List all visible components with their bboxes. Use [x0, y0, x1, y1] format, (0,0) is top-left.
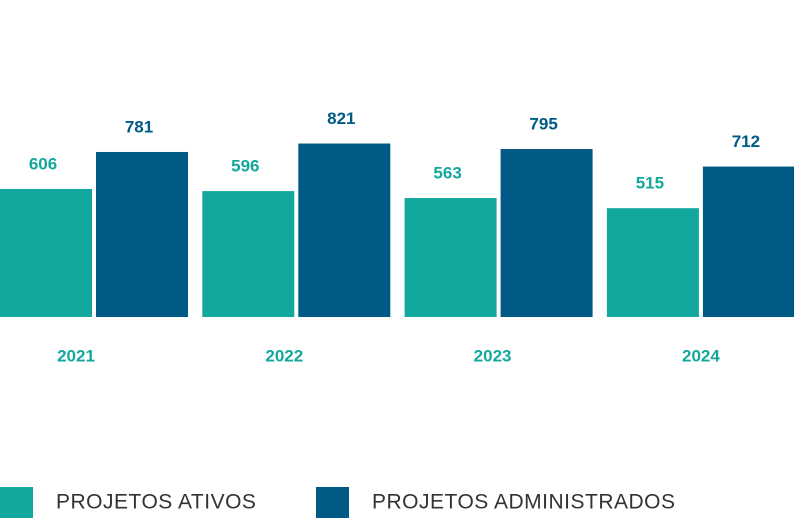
x-tick-label: 2021	[57, 346, 95, 365]
legend-swatch	[316, 487, 349, 518]
value-label: 821	[327, 109, 355, 128]
bar	[702, 166, 794, 317]
bar	[606, 208, 699, 317]
value-label: 781	[125, 117, 153, 136]
bar	[202, 191, 295, 317]
value-label: 606	[29, 154, 57, 173]
value-label: 596	[231, 157, 259, 176]
bar	[0, 188, 92, 317]
legend-swatch	[0, 487, 33, 518]
x-tick-label: 2022	[265, 346, 303, 365]
bar	[298, 143, 391, 317]
legend-label: PROJETOS ADMINISTRADOS	[372, 491, 676, 514]
value-label: 563	[433, 164, 461, 183]
bar	[404, 198, 497, 317]
bar	[500, 149, 593, 317]
bar	[96, 151, 188, 317]
x-tick-label: 2023	[474, 346, 512, 365]
value-label: 515	[636, 174, 664, 193]
value-label: 795	[529, 115, 557, 134]
value-label: 712	[732, 132, 760, 151]
legend-label: PROJETOS ATIVOS	[56, 491, 256, 514]
x-tick-label: 2024	[682, 346, 720, 365]
